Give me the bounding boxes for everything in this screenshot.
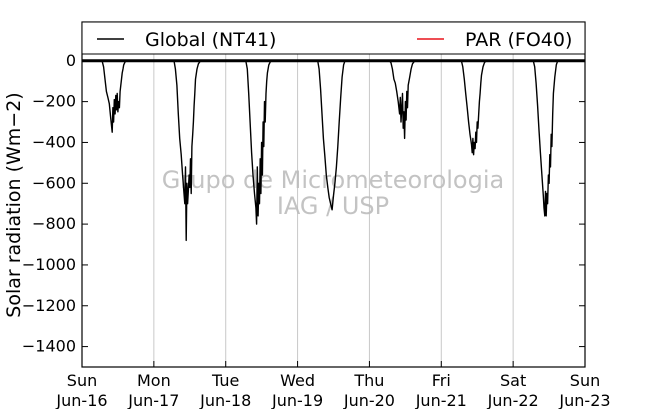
series-line-global: [82, 60, 585, 242]
x-tick-label-date: Jun-20: [343, 391, 395, 409]
legend: Global (NT41) PAR (FO40): [81, 21, 586, 55]
legend-label-global: Global (NT41): [145, 29, 276, 51]
x-tick-label-day: Sun: [67, 371, 97, 390]
x-tick-label-day: Fri: [432, 371, 451, 390]
x-tick-label-date: Jun-19: [271, 391, 323, 409]
watermark: Grupo de Micrometeorologia IAG / USP: [162, 166, 504, 220]
y-axis-title: Solar radiation (Wm−2): [3, 92, 25, 317]
y-tick-label: −200: [32, 92, 76, 111]
y-axis: 0 −200 −400 −600 −800 −1000 −1200 −1400: [22, 51, 585, 356]
y-tick-label: −800: [32, 214, 76, 233]
x-tick-label-date: Jun-16: [55, 391, 107, 409]
vertical-gridlines: [153, 22, 514, 367]
x-tick-label-date: Jun-23: [558, 391, 610, 409]
x-tick-label-day: Tue: [211, 371, 239, 390]
x-tick-label-day: Thu: [353, 371, 384, 390]
x-tick-label-date: Jun-22: [487, 391, 539, 409]
x-tick-label-day: Wed: [280, 371, 315, 390]
x-tick-label-day: Mon: [137, 371, 171, 390]
y-tick-label: 0: [66, 51, 76, 70]
y-tick-label: −1200: [22, 296, 76, 315]
x-tick-label-date: Jun-21: [415, 391, 467, 409]
y-tick-label: −600: [32, 173, 76, 192]
y-tick-label: −1400: [22, 337, 76, 356]
y-tick-label: −400: [32, 132, 76, 151]
x-axis: SunJun-16MonJun-17TueJun-18WedJun-19ThuJ…: [55, 361, 611, 409]
legend-box: [81, 21, 586, 55]
x-tick-label-date: Jun-17: [127, 391, 179, 409]
x-tick-label-day: Sat: [500, 371, 526, 390]
y-tick-label: −1000: [22, 255, 76, 274]
watermark-line1: Grupo de Micrometeorologia: [162, 166, 504, 194]
series-layer: [82, 59, 585, 242]
x-tick-label-date: Jun-18: [199, 391, 251, 409]
legend-label-par: PAR (FO40): [465, 29, 572, 51]
x-tick-label-day: Sun: [570, 371, 600, 390]
